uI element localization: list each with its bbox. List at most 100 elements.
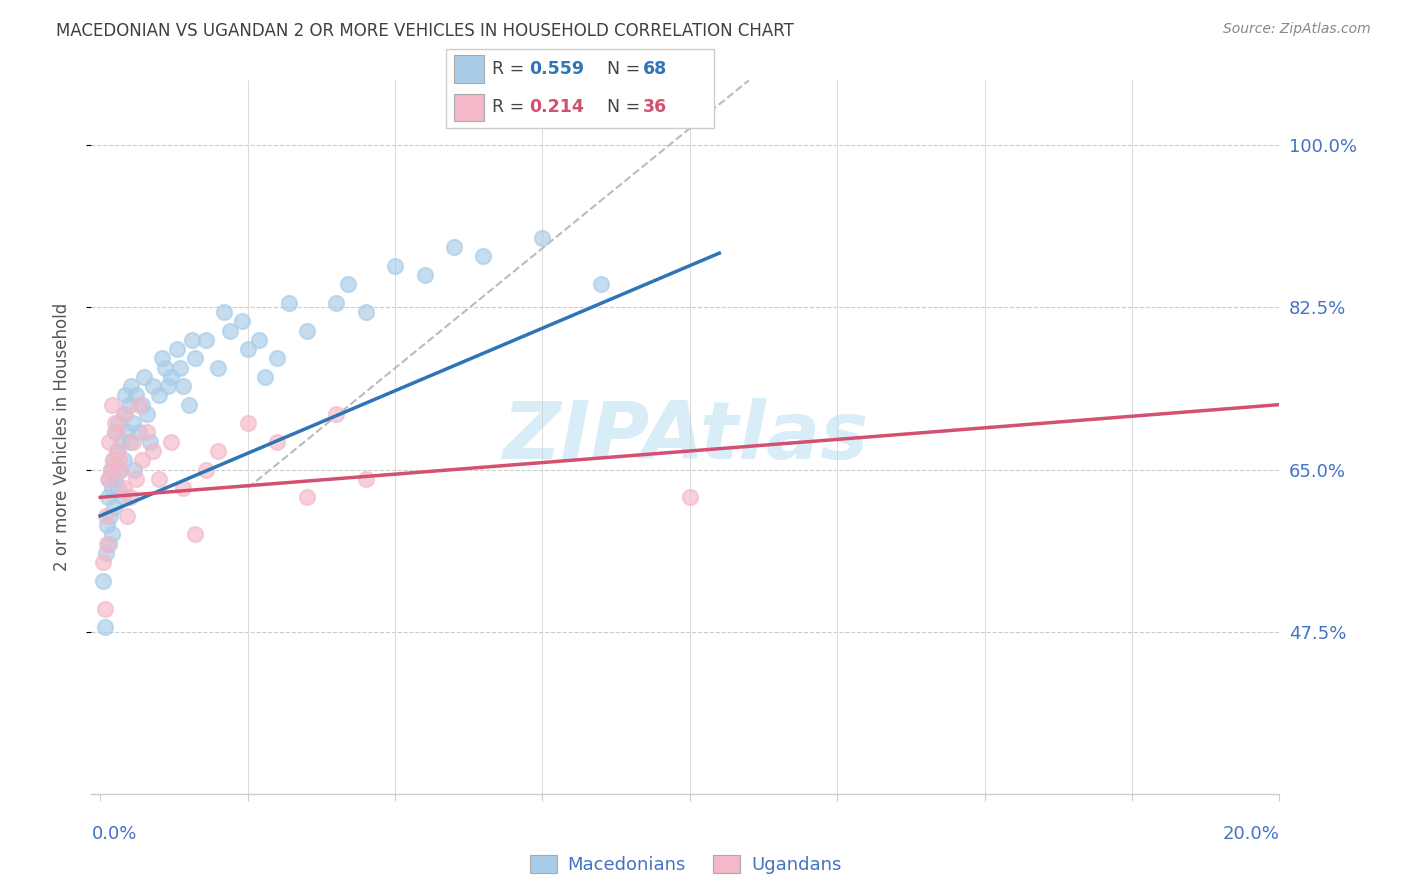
Point	[142, 444, 165, 458]
Point	[131, 453, 153, 467]
Point	[115, 508, 138, 523]
Point	[212, 305, 235, 319]
Text: 0.559: 0.559	[529, 60, 585, 78]
Point	[120, 379, 142, 393]
Point	[277, 295, 299, 310]
Point	[101, 527, 124, 541]
Point	[336, 277, 359, 292]
Point	[124, 462, 146, 476]
Point	[105, 425, 128, 440]
Point	[207, 444, 229, 458]
Point	[98, 508, 121, 523]
Point	[114, 407, 136, 421]
Point	[98, 536, 121, 550]
Point	[254, 369, 277, 384]
Point	[103, 500, 125, 514]
Point	[169, 360, 191, 375]
Point	[472, 249, 495, 263]
Text: R =: R =	[492, 98, 530, 116]
Point	[160, 434, 183, 449]
Point	[236, 416, 259, 430]
Point	[94, 620, 117, 634]
Point	[128, 398, 150, 412]
Point	[183, 527, 205, 541]
Point	[443, 240, 465, 254]
Point	[110, 462, 132, 476]
Point	[136, 425, 159, 440]
Point	[107, 481, 129, 495]
Point	[148, 388, 170, 402]
Point	[124, 472, 146, 486]
Point	[118, 434, 141, 449]
Point	[413, 268, 436, 282]
Point	[112, 453, 135, 467]
Point	[101, 398, 124, 412]
Point	[115, 425, 138, 440]
Point	[160, 369, 183, 384]
Legend: Macedonians, Ugandans: Macedonians, Ugandans	[523, 847, 848, 881]
Text: R =: R =	[492, 60, 530, 78]
Point	[105, 444, 128, 458]
Point	[195, 333, 218, 347]
Text: 68: 68	[643, 60, 668, 78]
Point	[107, 444, 129, 458]
Point	[104, 425, 127, 440]
Text: Source: ZipAtlas.com: Source: ZipAtlas.com	[1223, 22, 1371, 37]
Point	[172, 379, 194, 393]
Point	[131, 398, 153, 412]
Point	[183, 351, 205, 366]
Point	[121, 416, 143, 430]
Point	[207, 360, 229, 375]
Point	[591, 277, 613, 292]
Point	[172, 481, 194, 495]
Point	[325, 407, 347, 421]
Text: ZIPAtlas: ZIPAtlas	[502, 398, 869, 476]
Text: N =: N =	[607, 98, 647, 116]
Point	[108, 462, 131, 476]
Text: MACEDONIAN VS UGANDAN 2 OR MORE VEHICLES IN HOUSEHOLD CORRELATION CHART: MACEDONIAN VS UGANDAN 2 OR MORE VEHICLES…	[56, 22, 794, 40]
Point	[111, 491, 134, 505]
Point	[153, 360, 176, 375]
Point	[100, 462, 122, 476]
Point	[96, 518, 118, 533]
Point	[157, 379, 180, 393]
Point	[117, 398, 139, 412]
Point	[295, 491, 318, 505]
Point	[679, 491, 702, 505]
Point	[121, 434, 143, 449]
Point	[94, 546, 117, 560]
Text: 20.0%: 20.0%	[1223, 825, 1279, 843]
Text: 0.0%: 0.0%	[91, 825, 136, 843]
Point	[195, 462, 218, 476]
Point	[103, 453, 125, 467]
Point	[107, 416, 129, 430]
FancyBboxPatch shape	[446, 49, 714, 128]
Point	[124, 388, 146, 402]
Text: 36: 36	[643, 98, 668, 116]
Point	[118, 491, 141, 505]
Point	[231, 314, 253, 328]
Point	[148, 472, 170, 486]
Text: N =: N =	[607, 60, 647, 78]
Point	[150, 351, 173, 366]
Point	[531, 231, 554, 245]
Point	[177, 398, 200, 412]
Point	[112, 407, 135, 421]
Point	[110, 434, 132, 449]
Point	[94, 508, 117, 523]
Point	[384, 259, 406, 273]
Point	[104, 416, 127, 430]
Point	[101, 481, 124, 495]
Point	[166, 342, 188, 356]
Point	[180, 333, 202, 347]
Point	[103, 453, 125, 467]
Point	[100, 462, 122, 476]
Point	[325, 295, 347, 310]
Point	[139, 434, 162, 449]
Point	[96, 536, 118, 550]
Point	[104, 472, 127, 486]
Point	[354, 305, 377, 319]
Point	[236, 342, 259, 356]
Point	[91, 555, 114, 569]
Point	[114, 388, 136, 402]
